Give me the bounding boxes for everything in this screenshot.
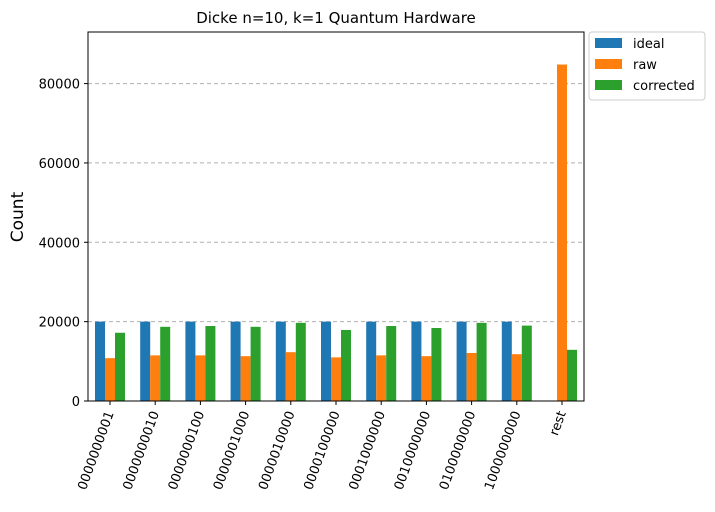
y-tick-label: 80000	[39, 78, 80, 93]
x-tick-label: 0000010000	[256, 409, 298, 492]
y-axis-label: Count	[8, 191, 28, 242]
legend: ideal raw corrected	[588, 31, 706, 101]
bar-ideal	[411, 321, 422, 401]
y-axis-ticks: 0 20000 40000 60000 80000	[39, 78, 88, 410]
bars	[95, 64, 577, 401]
legend-label-corrected: corrected	[633, 79, 695, 94]
bar-ideal	[366, 321, 377, 401]
x-tick-label: 0000000010	[121, 409, 163, 492]
legend-label-ideal: ideal	[633, 37, 664, 52]
x-tick-label: 0000000100	[166, 409, 208, 492]
bar-raw	[150, 355, 161, 401]
bar-ideal	[456, 321, 467, 401]
bar-ideal	[185, 321, 196, 401]
y-tick-label: 20000	[39, 316, 80, 331]
x-tick-label: 0000000001	[75, 409, 117, 492]
x-tick-label: rest	[547, 409, 570, 438]
bar-raw	[195, 355, 206, 401]
bar-corrected	[295, 322, 306, 401]
y-tick-label: 0	[72, 395, 80, 410]
bar-corrected	[160, 326, 171, 401]
bar-corrected	[115, 332, 125, 401]
x-tick-label: 0000100000	[301, 409, 343, 492]
x-tick-label: 1000000000	[482, 409, 524, 492]
bar-corrected	[205, 326, 216, 401]
x-tick-label: 0000001000	[211, 409, 253, 492]
bar-raw	[557, 64, 567, 401]
bar-corrected	[341, 329, 351, 401]
bar-ideal	[501, 321, 512, 401]
x-tick-label: 0001000000	[347, 409, 389, 492]
x-tick-label: 0100000000	[437, 409, 479, 492]
legend-swatch-ideal	[595, 38, 622, 48]
bar-raw	[105, 358, 115, 401]
bar-ideal	[95, 321, 105, 401]
bar-raw	[511, 354, 522, 401]
bar-corrected	[521, 325, 532, 401]
y-tick-label: 60000	[39, 157, 80, 172]
bar-raw	[376, 355, 387, 401]
legend-swatch-raw	[595, 59, 622, 69]
chart-title: Dicke n=10, k=1 Quantum Hardware	[196, 9, 476, 27]
bar-raw	[331, 357, 341, 401]
legend-label-raw: raw	[633, 58, 657, 73]
bar-corrected	[431, 327, 442, 401]
bar-raw	[421, 356, 432, 401]
bar-ideal	[275, 321, 286, 401]
bar-corrected	[386, 326, 397, 401]
x-axis-ticks: 0000000001 0000000010 0000000100 0000001000…	[75, 401, 570, 492]
x-tick-label: 0010000000	[392, 409, 434, 492]
bar-ideal	[230, 321, 241, 401]
bar-raw	[285, 352, 296, 401]
bar-ideal	[140, 321, 151, 401]
bar-corrected	[567, 349, 577, 401]
legend-swatch-corrected	[595, 80, 622, 90]
bar-ideal	[321, 321, 331, 401]
bar-raw	[466, 352, 477, 401]
y-tick-label: 40000	[39, 236, 80, 251]
bar-corrected	[250, 326, 261, 401]
bar-raw	[240, 356, 251, 401]
bar-corrected	[476, 322, 487, 401]
grid-lines	[88, 83, 584, 323]
